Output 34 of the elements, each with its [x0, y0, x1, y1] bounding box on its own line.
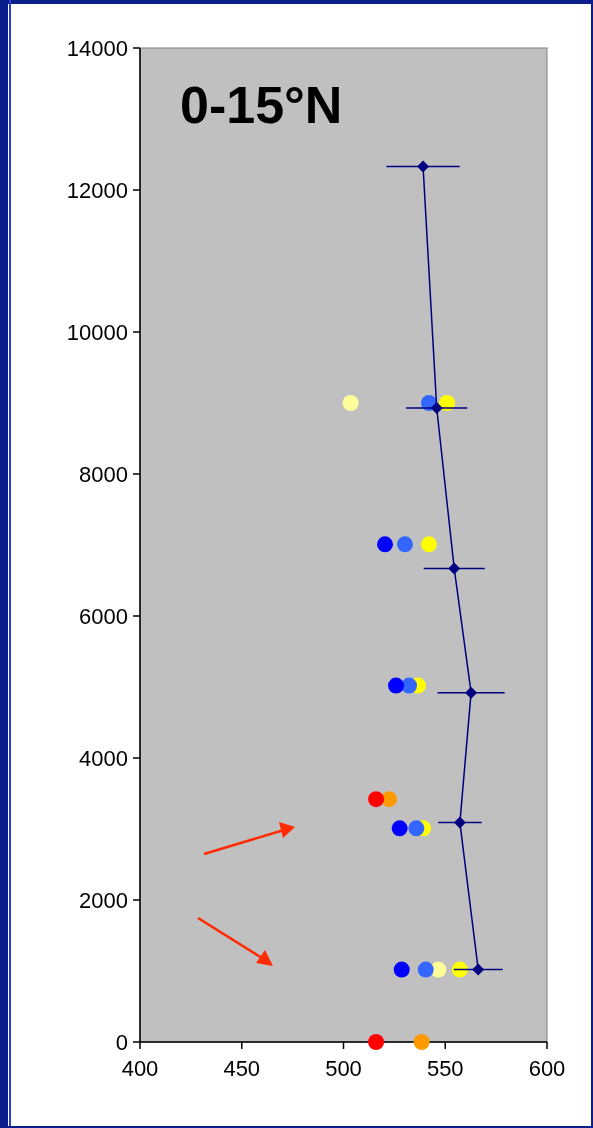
point [420, 536, 437, 553]
x-tick-label: 500 [325, 1056, 362, 1081]
point [342, 395, 359, 411]
y-tick-label: 0 [115, 1029, 128, 1055]
point [396, 536, 413, 553]
point [391, 820, 408, 837]
text: 0-15°N [180, 76, 343, 134]
point [408, 820, 425, 837]
point [368, 1034, 385, 1050]
y-tick-label: 12000 [66, 177, 128, 203]
point [388, 677, 404, 694]
point [381, 791, 398, 808]
point [465, 686, 478, 699]
y-tick-label: 2000 [79, 887, 128, 913]
point [417, 961, 434, 978]
point [472, 963, 485, 976]
y-tick-label: 8000 [79, 461, 128, 487]
x-tick-label: 400 [121, 1056, 159, 1081]
point [451, 961, 468, 978]
point [448, 562, 461, 575]
y-tick-label: 4000 [79, 745, 128, 771]
y-tick-label: 10000 [66, 319, 128, 345]
point [430, 401, 443, 414]
point [417, 160, 430, 173]
x-tick-label: 600 [528, 1056, 566, 1081]
x-tick-label: 550 [426, 1056, 464, 1081]
point [413, 1034, 430, 1050]
point [368, 791, 385, 808]
y-tick-label: 6000 [79, 603, 128, 629]
point [393, 961, 410, 978]
point [377, 536, 394, 553]
y-tick-label: 14000 [66, 35, 128, 61]
x-tick-label: 450 [223, 1056, 261, 1081]
point [453, 816, 466, 829]
